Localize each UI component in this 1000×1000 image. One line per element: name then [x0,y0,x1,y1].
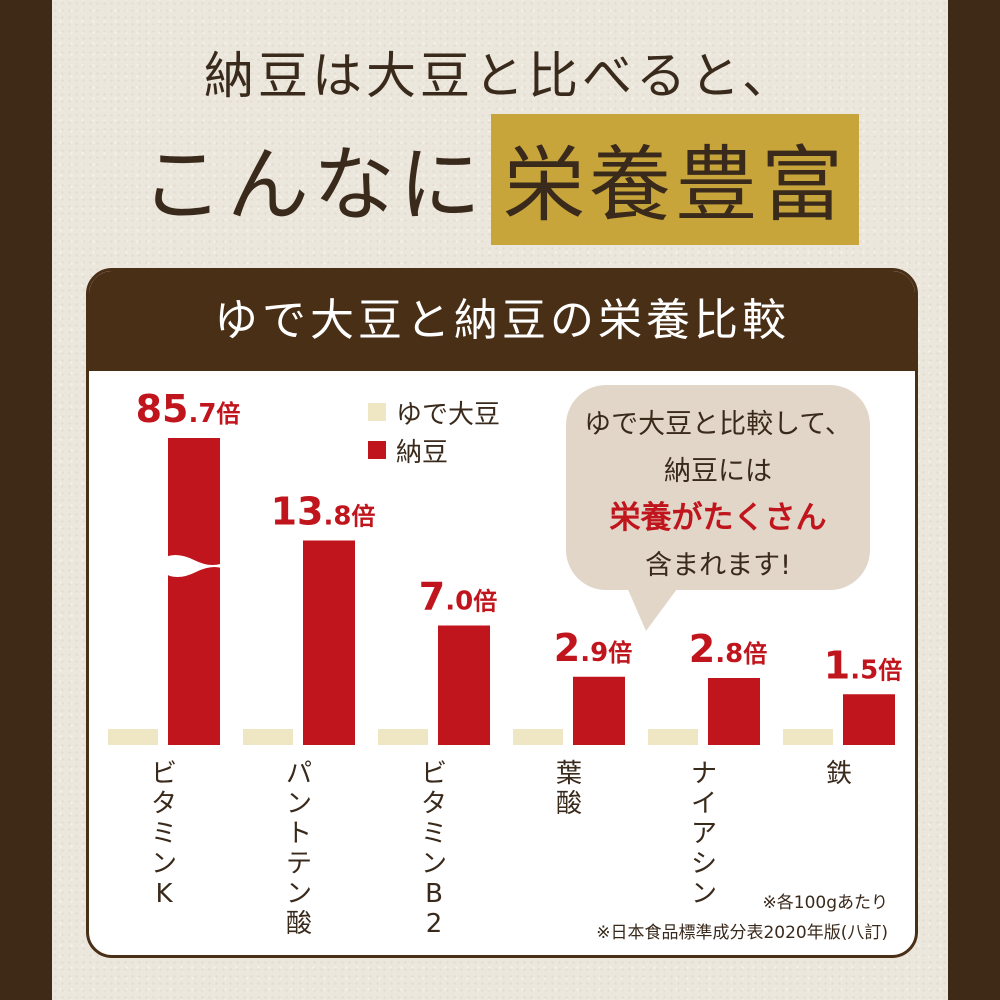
bar-boiled-soybean [243,729,293,745]
category-label-char: ン [151,849,177,879]
category-label-char: タ [421,789,447,819]
chart-legend: ゆで大豆 納豆 [368,393,500,469]
bar-boiled-soybean [783,729,833,745]
bar-natto [708,678,760,745]
bar-boiled-soybean [108,729,158,745]
bar-natto [303,540,355,745]
data-label: 7.0倍 [419,575,497,619]
bubble-line2: 納豆には [664,456,772,487]
bubble-line4: 含まれます! [645,550,791,581]
comparison-panel: ゆで大豆と納豆の栄養比較 [86,268,918,958]
bubble-line3: 栄養がたくさん [609,500,827,536]
category-label-char: ミ [421,819,447,849]
note-per-100g: ※各100gあたり [762,893,888,913]
data-label: 1.5倍 [824,643,902,687]
category-label-char: B [425,879,443,909]
category-label-char: K [155,879,173,909]
category-label-char: イ [691,789,717,819]
category-label-char: 鉄 [826,759,852,789]
category-label-char: ビ [151,759,177,789]
note-source: ※日本食品標準成分表2020年版(八訂) [596,923,888,943]
bubble-line1: ゆで大豆と比較して、 [584,409,852,440]
category-label-char: ン [691,879,717,909]
category-label-char: ト [286,819,312,849]
speech-bubble-tail [626,585,680,631]
category-label-char: ン [286,879,312,909]
headline-line2: こんなに 栄養豊富 [0,114,1000,245]
data-label: 2.9倍 [554,626,632,670]
category-label-char: シ [691,849,717,879]
bar-natto [438,625,490,745]
legend-item-boiled-soybean: ゆで大豆 [368,393,500,431]
headline-line1: 納豆は大豆と比べると、 [204,47,796,105]
legend-label-boiled-soybean: ゆで大豆 [396,399,501,430]
category-label-char: ビ [421,759,447,789]
category-label-char: 酸 [556,789,582,819]
legend-item-natto: 納豆 [368,431,500,469]
axis-break-mark [160,555,230,577]
headline-highlight: 栄養豊富 [491,114,860,245]
headline-line2-plain: こんなに [140,138,485,233]
category-label-char: パ [286,759,312,789]
category-label-char: ア [691,819,717,849]
panel-title: ゆで大豆と納豆の栄養比較 [89,271,915,371]
data-label: 2.8倍 [689,627,767,671]
category-label-char: 葉 [556,759,582,789]
bar-boiled-soybean [513,729,563,745]
category-label-char: ン [421,849,447,879]
category-label-char: ン [286,789,312,819]
legend-label-natto: 納豆 [396,437,449,468]
data-label: 85.7倍 [136,387,241,431]
category-label-char: テ [286,849,312,879]
category-label-char: ナ [691,759,717,789]
bar-boiled-soybean [378,729,428,745]
bar-natto [168,438,220,745]
category-label-char: タ [151,789,177,819]
category-label-char: ミ [151,819,177,849]
speech-bubble: ゆで大豆と比較して、 納豆には 栄養がたくさん 含まれます! [566,385,870,590]
bar-boiled-soybean [648,729,698,745]
legend-swatch-boiled-soybean [368,403,386,421]
legend-swatch-natto [368,441,386,459]
data-label: 13.8倍 [271,490,376,534]
category-label-char: 酸 [286,909,312,939]
bar-natto [573,676,625,745]
category-label-char: 2 [426,909,443,939]
bar-natto [843,694,895,745]
